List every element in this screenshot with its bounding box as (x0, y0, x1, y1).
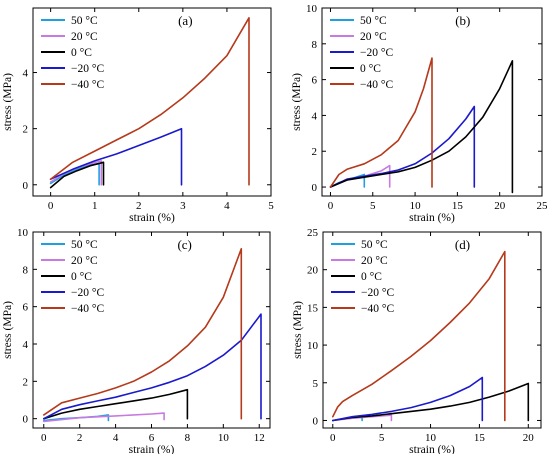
x-tick-label: 10 (410, 200, 422, 212)
legend-label: −40 °C (71, 303, 104, 315)
series-line-3 (49, 161, 105, 189)
series-line-5 (331, 250, 506, 422)
legend-label: 20 °C (71, 255, 98, 267)
y-axis-title: stress (MPa) (2, 73, 14, 131)
x-tick-label: 20 (523, 432, 535, 444)
legend-label: −20 °C (71, 63, 104, 75)
x-axis-title: strain (%) (129, 212, 175, 224)
y-tick-label: 8 (23, 264, 29, 276)
y-tick-label: 0 (313, 415, 319, 427)
y-tick-label: 4 (312, 110, 318, 122)
legend-label: 50 °C (360, 15, 387, 27)
x-axis-title: strain (%) (129, 444, 175, 454)
y-tick-label: 15 (307, 302, 319, 314)
panel-label: (c) (177, 237, 191, 252)
legend-label: −40 °C (361, 303, 394, 315)
panel-label: (d) (455, 237, 470, 252)
y-axis-title: stress (MPa) (2, 301, 14, 359)
plot-frame (32, 7, 272, 197)
legend-label: −20 °C (361, 287, 394, 299)
x-tick-label: 4 (113, 432, 119, 444)
panel-label: (a) (178, 13, 192, 28)
legend-label: 20 °C (361, 255, 388, 267)
y-tick-label: 10 (307, 340, 319, 352)
series-line-5 (329, 57, 433, 188)
plot-frame (322, 231, 542, 429)
x-tick-label: 15 (474, 432, 486, 444)
x-tick-label: 4 (224, 200, 230, 212)
series-line-3 (329, 105, 476, 188)
legend-label: −40 °C (71, 79, 104, 91)
legend-label: −20 °C (360, 47, 393, 59)
series-line-5 (42, 248, 243, 420)
y-tick-label: 2 (23, 124, 29, 136)
x-tick-label: 0 (48, 200, 54, 212)
legend-label: 20 °C (71, 31, 98, 43)
x-tick-label: 8 (185, 432, 191, 444)
y-tick-label: 10 (306, 3, 318, 15)
x-tick-label: 0 (328, 200, 334, 212)
x-tick-label: 10 (218, 432, 230, 444)
legend-label: 0 °C (71, 47, 92, 59)
x-axis-title: strain (%) (409, 444, 455, 454)
x-tick-label: 0 (330, 432, 336, 444)
legend-label: −20 °C (71, 287, 104, 299)
legend-label: 0 °C (71, 271, 92, 283)
x-axis-title: strain (%) (409, 212, 455, 224)
legend-label: −40 °C (360, 79, 393, 91)
x-tick-label: 5 (268, 200, 274, 212)
series-line-4 (49, 127, 183, 186)
x-tick-label: 0 (41, 432, 47, 444)
legend-label: 50 °C (361, 239, 388, 251)
y-tick-label: 4 (23, 68, 29, 80)
x-tick-label: 12 (254, 432, 265, 444)
x-tick-label: 10 (425, 432, 437, 444)
x-tick-label: 3 (180, 200, 186, 212)
y-tick-label: 5 (313, 378, 319, 390)
y-tick-label: 8 (312, 39, 318, 51)
x-tick-label: 5 (379, 432, 385, 444)
series-line-5 (49, 16, 250, 186)
y-tick-label: 4 (23, 339, 29, 351)
x-tick-label: 6 (149, 432, 155, 444)
x-tick-label: 2 (136, 200, 142, 212)
y-axis-title: stress (MPa) (292, 301, 304, 359)
legend-label: 0 °C (360, 63, 381, 75)
y-tick-label: 6 (312, 75, 318, 87)
series-line-1 (49, 162, 100, 186)
x-tick-label: 25 (537, 200, 549, 212)
series-line-4 (331, 376, 484, 422)
y-tick-label: 0 (23, 414, 29, 426)
y-tick-label: 20 (307, 265, 319, 277)
legend-label: 50 °C (71, 15, 98, 27)
x-tick-label: 5 (370, 200, 376, 212)
panel-label: (b) (455, 13, 470, 28)
y-tick-label: 0 (23, 180, 29, 192)
y-tick-label: 2 (23, 376, 29, 388)
y-tick-label: 10 (17, 227, 29, 239)
x-tick-label: 20 (494, 200, 506, 212)
series-line-4 (329, 59, 514, 194)
x-tick-label: 2 (77, 432, 83, 444)
legend-label: 0 °C (361, 271, 382, 283)
x-tick-label: 15 (452, 200, 464, 212)
plot-frame (321, 7, 543, 197)
y-axis-title: stress (MPa) (291, 73, 303, 131)
x-tick-label: 1 (92, 200, 98, 212)
legend-label: 20 °C (360, 31, 387, 43)
y-tick-label: 2 (312, 146, 318, 158)
chart-panel-4: 0 5 10 15 20 0 5 10 15 20 25 strain (%) stress (MPa)… (292, 227, 542, 454)
chart-panel-3: 0 2 4 6 8 10 12 0 2 4 6 8 10 strain (%) stress (MPa) (c… (2, 227, 271, 454)
chart-panel-1: 0 1 2 3 4 5 0 2 4 strain (%) stress (MPa) (a) 50 °C 2… (2, 7, 274, 224)
series-line-3 (331, 382, 530, 422)
y-tick-label: 0 (312, 182, 318, 194)
series-line-3 (42, 388, 189, 420)
y-tick-label: 25 (307, 227, 319, 239)
legend-label: 50 °C (71, 239, 98, 251)
series-line-2 (42, 412, 165, 423)
y-tick-label: 6 (23, 302, 29, 314)
series-line-4 (42, 313, 262, 420)
